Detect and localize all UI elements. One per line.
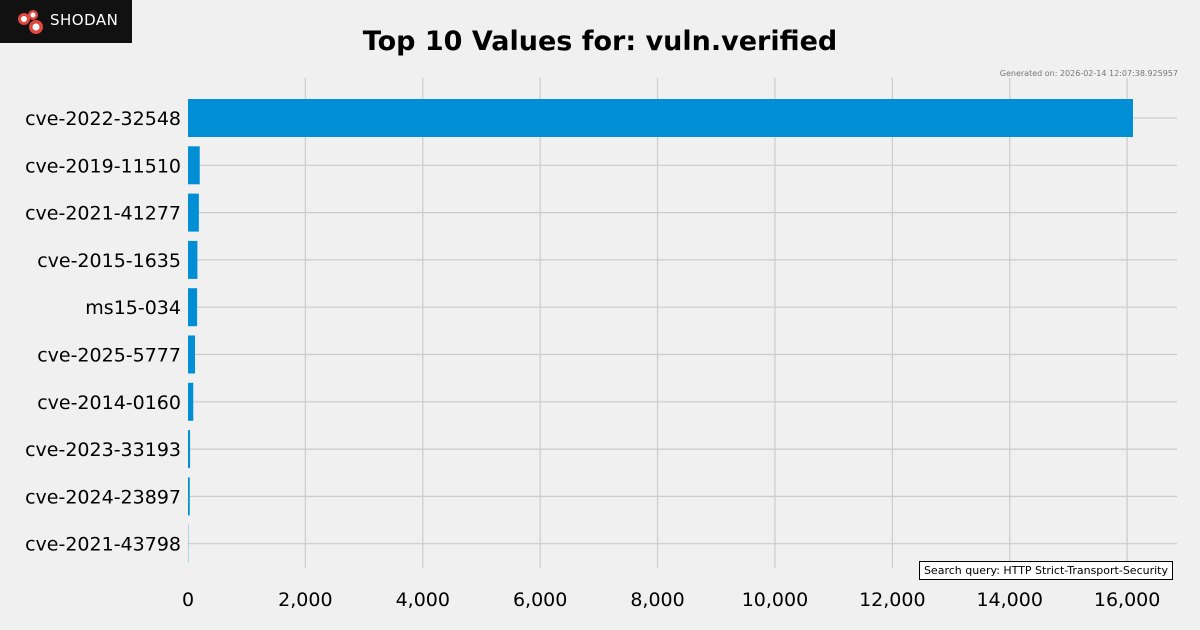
x-tick-labels: 0 2,000 4,000 6,000 8,000 10,000 12,000 14,000 1… <box>182 589 1160 611</box>
bar <box>188 288 198 327</box>
shodan-logo-text: SHODAN <box>50 11 119 29</box>
x-tick-label: 8,000 <box>630 589 684 611</box>
bar <box>188 477 190 516</box>
category-label: cve-2023-33193 <box>25 439 181 461</box>
shodan-logo: SHODAN <box>0 0 132 43</box>
category-label: cve-2022-32548 <box>25 108 181 130</box>
x-tick-label: 2,000 <box>278 589 332 611</box>
category-label: ms15-034 <box>85 297 181 319</box>
x-tick-label: 0 <box>182 589 194 611</box>
category-label: cve-2015-1635 <box>37 250 181 272</box>
bar <box>188 240 198 279</box>
bar <box>188 382 194 421</box>
x-tick-label: 14,000 <box>976 589 1042 611</box>
bar <box>188 99 1133 137</box>
category-label: cve-2025-5777 <box>37 345 181 367</box>
x-tick-label: 4,000 <box>396 589 450 611</box>
bars <box>188 99 1133 563</box>
bar <box>188 335 196 374</box>
category-label: cve-2021-41277 <box>25 203 181 225</box>
x-tick-label: 6,000 <box>513 589 567 611</box>
bar <box>188 146 200 185</box>
category-label: cve-2014-0160 <box>37 392 181 414</box>
category-labels: cve-2022-32548 cve-2019-11510 cve-2021-412… <box>25 108 181 556</box>
bar <box>188 430 191 469</box>
x-tick-label: 12,000 <box>859 589 925 611</box>
chart-title: Top 10 Values for: vuln.verified <box>362 26 838 57</box>
bar <box>188 193 199 232</box>
category-label: cve-2019-11510 <box>25 155 181 177</box>
x-tick-label: 10,000 <box>742 589 808 611</box>
x-tick-label: 16,000 <box>1094 589 1160 611</box>
generated-timestamp: Generated on: 2026-02-14 12:07:38.925957 <box>999 69 1178 78</box>
search-query-box: Search query: HTTP Strict-Transport-Secu… <box>918 561 1173 580</box>
category-label: cve-2024-23897 <box>25 486 181 508</box>
grid-lines <box>188 78 1177 568</box>
shodan-logo-icon <box>18 10 43 34</box>
category-label: cve-2021-43798 <box>25 534 181 556</box>
